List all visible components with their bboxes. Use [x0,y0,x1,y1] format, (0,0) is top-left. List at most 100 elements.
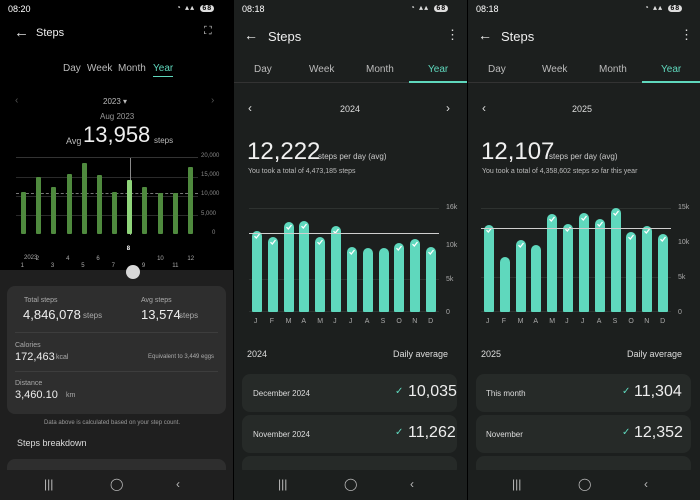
prev-year-icon[interactable]: ‹ [248,101,252,115]
bar-month-12[interactable] [658,233,669,312]
recents-icon[interactable]: ||| [278,477,288,491]
bar-month-1[interactable] [251,230,262,312]
tab-day[interactable]: Day [488,64,506,75]
gridline [249,311,439,312]
bar-month-4[interactable] [531,244,542,312]
tab-day[interactable]: Day [254,64,272,75]
bar-month-2[interactable] [267,236,278,312]
tab-month[interactable]: Month [599,64,627,75]
yearly-bar-chart[interactable] [249,208,439,312]
bar-month-2[interactable] [36,177,42,234]
back-arrow-icon[interactable]: ← [244,27,258,43]
tab-week[interactable]: Week [542,64,568,75]
tab-day[interactable]: Day [63,63,81,74]
bar-month-5[interactable] [547,213,558,312]
recents-icon[interactable]: ||| [512,477,522,491]
more-options-icon[interactable]: ⋮ [446,27,459,42]
back-nav-icon[interactable]: ‹ [176,477,180,491]
bar-month-11[interactable] [172,192,178,234]
gridline [16,196,198,197]
x-tick-label: D [428,318,434,325]
avg-value: 13,958 [83,122,151,147]
x-tick-label: J [580,318,585,325]
bar-month-6[interactable] [331,226,342,312]
bar-month-10[interactable] [157,193,163,234]
goal-check-icon [596,221,603,228]
bar-month-6[interactable] [96,175,102,234]
tab-week[interactable]: Week [309,64,335,75]
prev-year-icon[interactable]: ‹ [15,95,19,106]
recents-icon[interactable]: ||| [44,477,54,491]
tab-week[interactable]: Week [87,63,113,74]
month-row[interactable]: November 2024 ✓ 11,262 [242,415,457,453]
home-icon[interactable]: ◯ [110,477,124,491]
bar-month-8[interactable] [594,219,605,312]
bar-month-4[interactable] [299,221,310,312]
year-selector[interactable]: 2023 ▾ [103,97,128,106]
tab-year[interactable]: Year [153,63,174,77]
bar-month-11[interactable] [410,238,421,312]
yearly-bar-chart[interactable] [481,208,671,312]
bar-month-7[interactable] [346,247,357,312]
back-arrow-icon[interactable]: ← [478,27,492,43]
bar-month-9[interactable] [378,248,389,312]
scroll-handle[interactable] [126,265,140,279]
prev-year-icon[interactable]: ‹ [482,101,486,115]
back-nav-icon[interactable]: ‹ [410,477,414,491]
tab-month[interactable]: Month [118,63,146,74]
bar-month-5[interactable] [81,162,87,234]
bar-month-5[interactable] [315,237,326,312]
bar-month-8[interactable] [362,247,373,312]
divider [15,332,218,333]
back-arrow-icon[interactable]: ← [14,24,29,41]
check-icon: ✓ [622,427,631,438]
tab-year[interactable]: Year [661,64,682,75]
fullscreen-icon[interactable]: ⛶ [204,25,212,37]
bar-month-10[interactable] [626,231,637,312]
next-year-icon[interactable]: › [446,101,450,115]
more-options-icon[interactable]: ⋮ [680,27,693,42]
bar-month-3[interactable] [283,221,294,312]
bar-month-4[interactable] [66,174,72,234]
avg-steps-value: 13,574 [141,307,181,322]
tab-year[interactable]: Year [428,64,449,75]
x-tick-label: O [396,318,402,325]
bar-month-3[interactable] [515,239,526,312]
tab-month[interactable]: Month [366,64,394,75]
yearly-bar-chart[interactable] [16,157,198,235]
distance-unit: km [66,392,76,399]
bar-month-10[interactable] [394,243,405,312]
gridline [16,215,198,216]
goal-check-icon [348,249,355,255]
bar-month-2[interactable] [499,256,510,312]
bar-month-1[interactable] [21,191,27,234]
bar-month-7[interactable] [112,192,118,234]
bar-month-1[interactable] [483,224,494,312]
bar-month-7[interactable] [578,212,589,312]
bar-month-9[interactable] [142,187,148,234]
bar-month-3[interactable] [51,186,57,234]
bar-month-12[interactable] [187,167,193,234]
tab-divider [468,82,700,83]
total-steps-text: You took a total of 4,358,602 steps so f… [482,168,638,175]
steps-breakdown-title[interactable]: Steps breakdown [17,438,87,448]
month-row[interactable]: This month ✓ 11,304 [476,374,691,412]
list-header: Daily average [627,349,683,359]
bar-month-6[interactable] [563,223,574,312]
goal-check-icon [517,242,524,248]
bar-month-11[interactable] [642,226,653,312]
check-icon: ✓ [622,386,631,397]
bar-month-8[interactable] [127,180,133,234]
next-year-icon[interactable]: › [211,95,215,106]
month-row[interactable]: November ✓ 12,352 [476,415,691,453]
x-tick-label: 8 [126,246,131,252]
x-tick-label: N [644,318,650,325]
month-row[interactable]: December 2024 ✓ 10,035 [242,374,457,412]
bar-month-9[interactable] [610,208,621,312]
status-icons: ◔ ▴▴ 68 [410,3,449,12]
daily-avg-value: 12,222 [247,138,321,165]
back-nav-icon[interactable]: ‹ [644,477,648,491]
bar-month-12[interactable] [426,246,437,312]
home-icon[interactable]: ◯ [344,477,358,491]
home-icon[interactable]: ◯ [578,477,592,491]
